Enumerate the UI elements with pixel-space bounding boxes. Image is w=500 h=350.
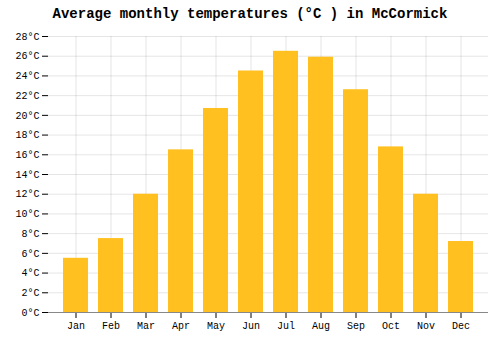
svg-text:20°C: 20°C	[15, 111, 39, 122]
svg-text:Oct: Oct	[382, 321, 400, 332]
svg-text:May: May	[207, 321, 225, 332]
svg-text:Jul: Jul	[277, 321, 295, 332]
svg-text:14°C: 14°C	[15, 170, 39, 181]
svg-text:Dec: Dec	[452, 321, 470, 332]
svg-text:Nov: Nov	[417, 321, 435, 332]
svg-text:Mar: Mar	[137, 321, 155, 332]
svg-text:26°C: 26°C	[15, 51, 39, 62]
svg-text:18°C: 18°C	[15, 130, 39, 141]
svg-text:Aug: Aug	[312, 321, 330, 332]
svg-text:28°C: 28°C	[15, 32, 39, 43]
svg-text:Apr: Apr	[172, 321, 190, 332]
svg-text:22°C: 22°C	[15, 91, 39, 102]
svg-text:6°C: 6°C	[21, 249, 39, 260]
html-text:Average monthly temperatures (: Average monthly temperatures (°C ) in Mc…	[52, 6, 448, 22]
svg-text:Sep: Sep	[347, 321, 365, 332]
svg-text:24°C: 24°C	[15, 71, 39, 82]
svg-text:2°C: 2°C	[21, 288, 39, 299]
svg-text:12°C: 12°C	[15, 189, 39, 200]
svg-text:8°C: 8°C	[21, 229, 39, 240]
svg-text:4°C: 4°C	[21, 268, 39, 279]
svg-text:Jan: Jan	[67, 321, 85, 332]
svg-text:16°C: 16°C	[15, 150, 39, 161]
svg-text:Jun: Jun	[242, 321, 260, 332]
svg-text:10°C: 10°C	[15, 209, 39, 220]
svg-text:Feb: Feb	[102, 321, 120, 332]
svg-text:0°C: 0°C	[21, 308, 39, 319]
